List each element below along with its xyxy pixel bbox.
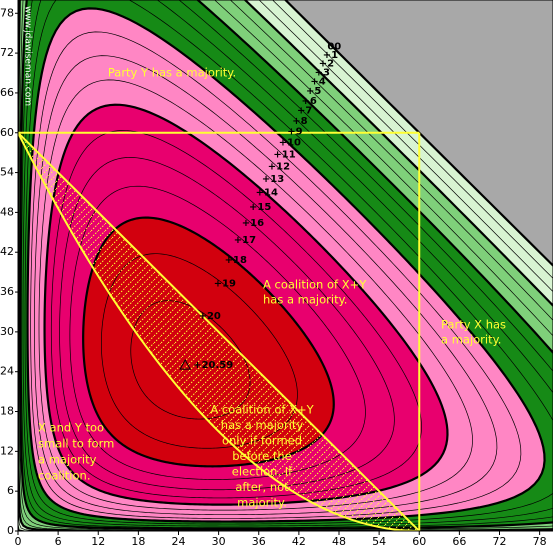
x-tick-label: 0 — [15, 535, 22, 548]
annotation: X and Y too — [38, 421, 104, 435]
annotation: coalition. — [38, 469, 90, 483]
y-tick-label: 6 — [7, 484, 14, 497]
annotation: has a majority — [221, 418, 304, 432]
x-tick-label: 12 — [91, 535, 105, 548]
y-tick-label: 24 — [0, 365, 14, 378]
coalition-line — [18, 132, 420, 531]
contour-label: +1 — [323, 50, 338, 61]
contour-label: +16 — [242, 218, 264, 229]
y-tick-label: 12 — [0, 444, 14, 457]
annotation: A coalition of X+Y — [210, 403, 314, 417]
x-tick-label: 6 — [55, 535, 62, 548]
annotation: has a majority. — [263, 293, 347, 307]
peak-label: +20.59 — [193, 360, 233, 371]
annotation: election. If — [232, 465, 293, 479]
annotation: a majority. — [441, 333, 501, 347]
contour-label: +6 — [302, 96, 317, 107]
y-tick-label: 36 — [0, 285, 14, 298]
annotation: Party Y has a majority. — [108, 66, 236, 80]
x-tick-label: 18 — [131, 535, 145, 548]
y-tick-label: 54 — [0, 166, 14, 179]
contour-label: +13 — [262, 174, 284, 185]
contour-label: +20 — [199, 311, 221, 322]
x-tick-label: 30 — [212, 535, 226, 548]
contour-label: 00 — [327, 41, 341, 52]
contour-label: +2 — [319, 59, 334, 70]
y-tick-label: 72 — [0, 46, 14, 59]
x-tick-label: 78 — [533, 535, 547, 548]
contour-label: +17 — [234, 235, 256, 246]
contour-label: +5 — [306, 86, 321, 97]
y-tick-label: 78 — [0, 6, 14, 19]
contour-label: +4 — [310, 77, 325, 88]
contour-label: +15 — [249, 202, 271, 213]
y-tick-label: 18 — [0, 405, 14, 418]
annotation: only if formed — [222, 434, 302, 448]
plot-area: 00+1+2+3+4+5+6+7+8+9+10+11+12 +13 +14 +15 +1… — [18, 0, 553, 531]
y-tick-label: 0 — [7, 524, 14, 537]
x-tick-label: 36 — [252, 535, 266, 548]
x-tick-label: 54 — [372, 535, 386, 548]
contour-label: +12 — [268, 161, 290, 172]
y-tick-label: 30 — [0, 325, 14, 338]
annotation: after, not — [235, 480, 289, 494]
y-tick-label: 42 — [0, 245, 14, 258]
annotation: majority. — [237, 496, 287, 510]
watermark: www.jdawiseman.com — [23, 6, 33, 106]
contour-label: +9 — [287, 127, 302, 138]
annotation: a majority — [38, 453, 97, 467]
contour-label: +11 — [273, 149, 295, 160]
annotation: small to form — [38, 437, 114, 451]
annotation: Party X has — [441, 318, 506, 332]
annotation: before the — [232, 449, 292, 463]
x-tick-label: 24 — [172, 535, 186, 548]
coalition-curve — [18, 132, 420, 531]
contour-label: +19 — [214, 279, 236, 290]
contour-label: +7 — [297, 106, 312, 117]
annotation: A coalition of X+Y — [263, 278, 367, 292]
x-tick-label: 60 — [412, 535, 426, 548]
x-tick-label: 66 — [452, 535, 466, 548]
y-tick-label: 60 — [0, 126, 14, 139]
peak-marker — [179, 359, 192, 370]
contour-label: +10 — [279, 138, 301, 149]
y-tick-label: 48 — [0, 205, 14, 218]
y-tick-label: 66 — [0, 86, 14, 99]
contour-label: +8 — [292, 116, 307, 127]
contour-label: +18 — [225, 255, 247, 266]
x-tick-label: 72 — [493, 535, 507, 548]
x-tick-label: 42 — [292, 535, 306, 548]
contour-label: +14 — [256, 188, 278, 199]
x-tick-label: 48 — [332, 535, 346, 548]
contour-label: +3 — [315, 68, 330, 79]
plot-frame — [17, 0, 553, 532]
